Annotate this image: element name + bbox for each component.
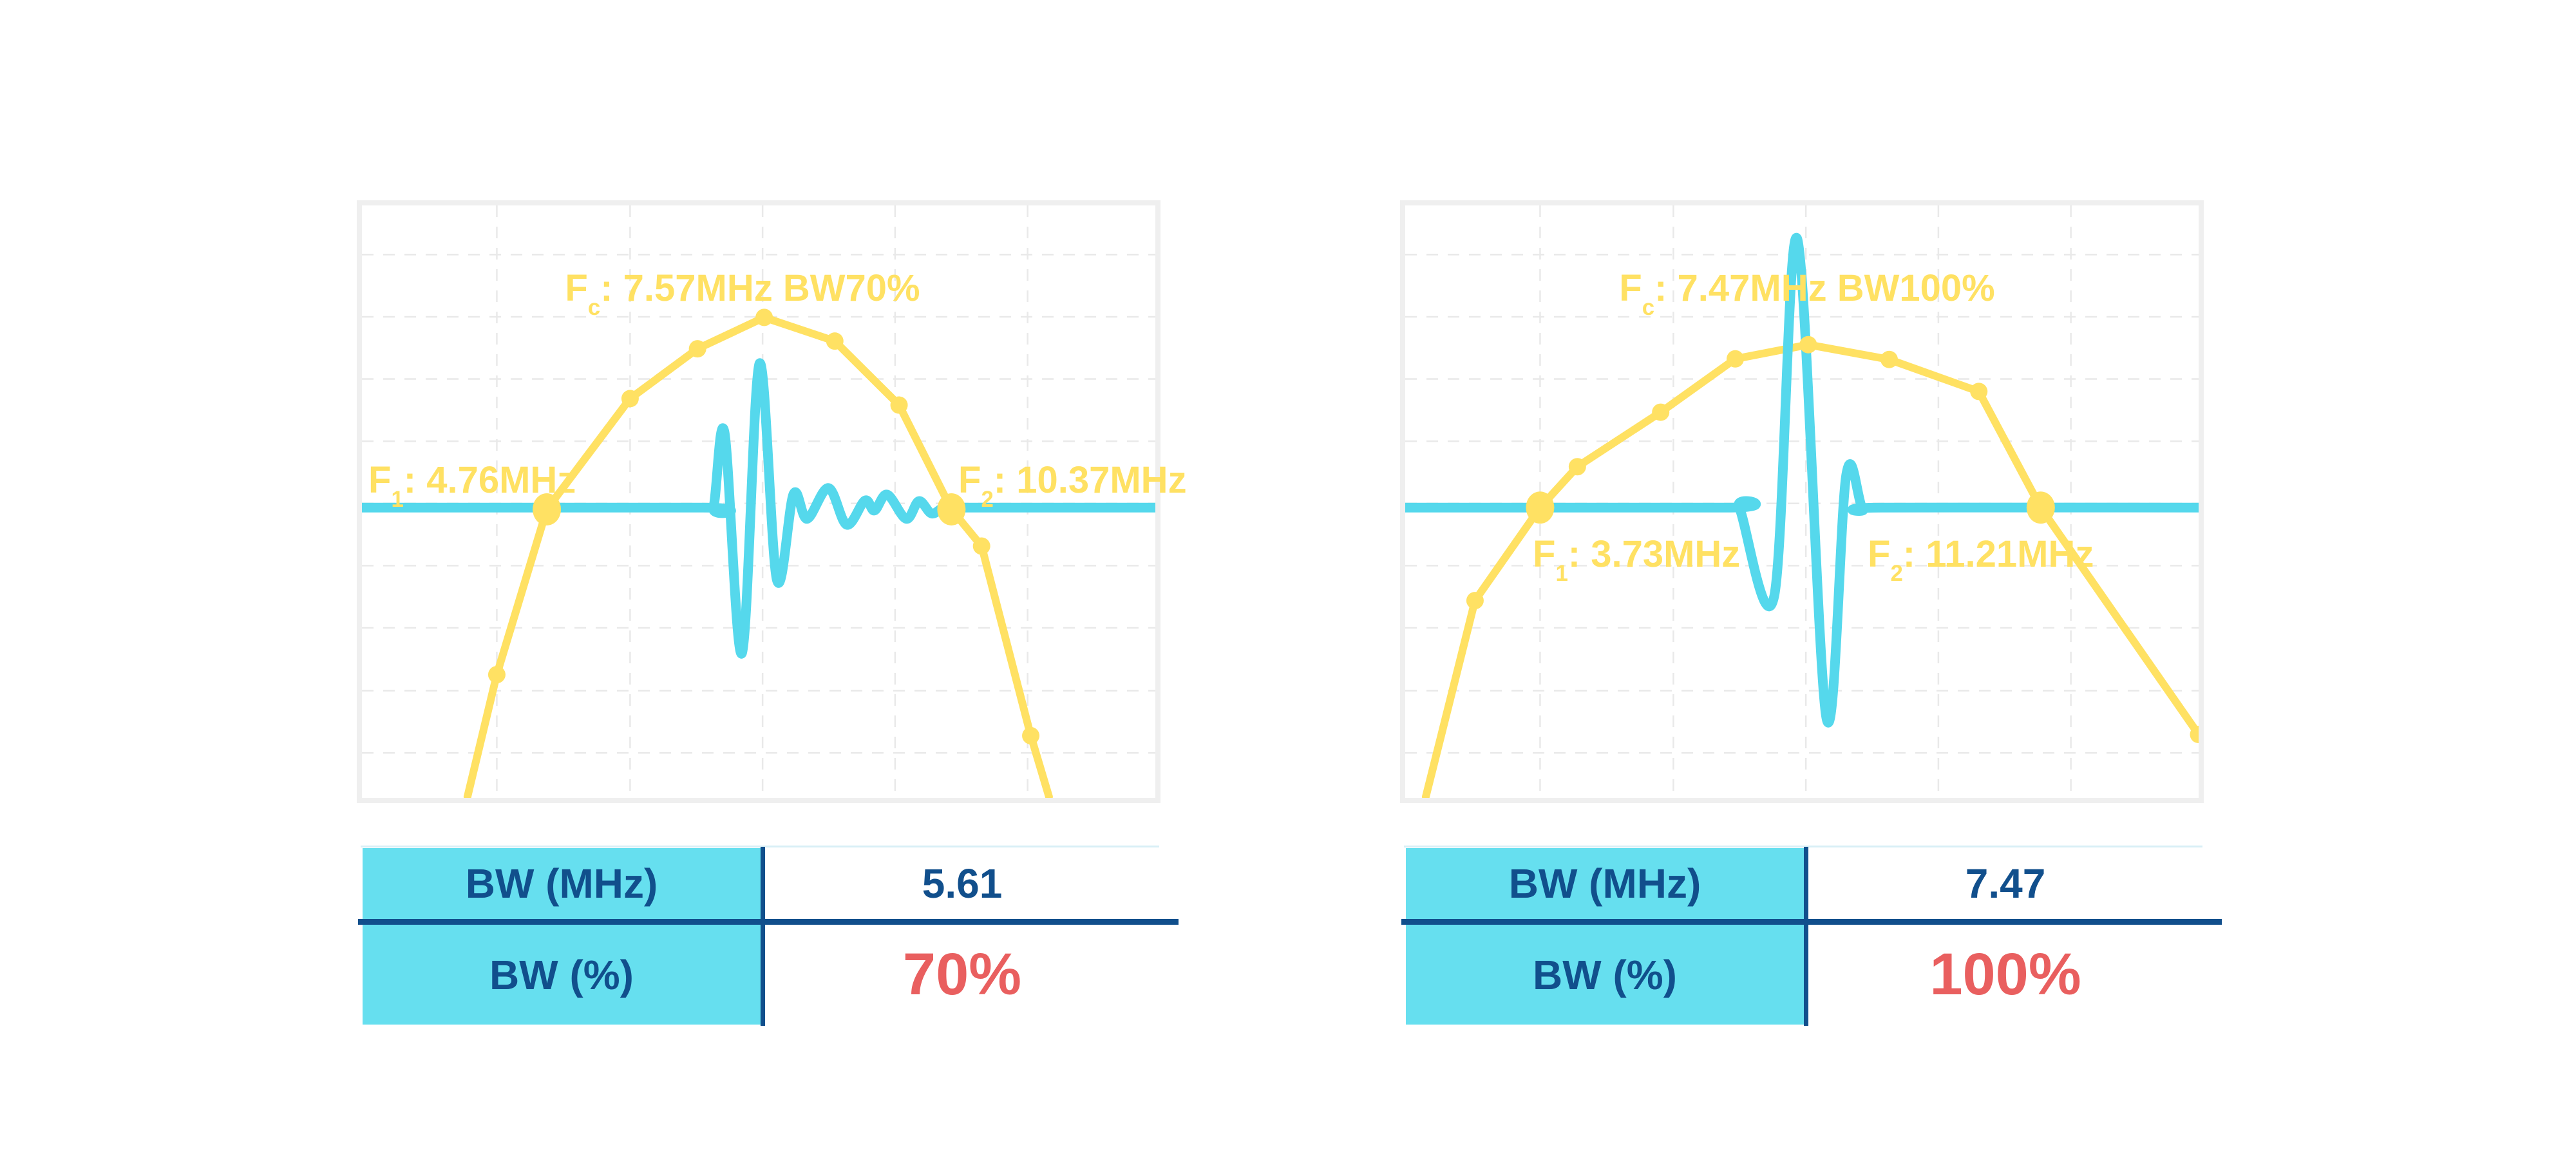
table-label-column <box>1406 848 1804 1025</box>
fc-symbol: F <box>1619 267 1642 309</box>
table-column-divider <box>761 847 765 1026</box>
bandwidth-table-left: BW (MHz) 5.61 BW (%) 70% <box>358 846 1179 1026</box>
bw-pct-value: 100% <box>1929 941 2081 1007</box>
table-top-rule <box>361 846 1159 847</box>
bandwidth-table-right: BW (MHz) 7.47 BW (%) 100% <box>1401 846 2222 1026</box>
table-label-column <box>363 848 761 1025</box>
bw-mhz-value: 7.47 <box>1965 860 2046 907</box>
f2-frequency-label: F2: 10.37MHz <box>958 459 1187 511</box>
spectrum-plot-right <box>1405 205 2199 798</box>
f2-frequency-label: F2: 11.21MHz <box>1868 533 2094 585</box>
f2-symbol: F <box>1868 533 1891 575</box>
bw-mhz-label: BW (MHz) <box>1508 860 1701 907</box>
f1-subscript: 1 <box>1555 561 1568 587</box>
center-frequency-label: Fc: 7.47MHz BW100% <box>1619 267 1995 319</box>
fc-value: : 7.57MHz BW70% <box>600 267 920 309</box>
center-frequency-label: Fc: 7.57MHz BW70% <box>565 267 920 319</box>
f2-subscript: 2 <box>981 487 994 513</box>
spectrum-chart-right: Fc: 7.47MHz BW100% F1: 3.73MHz F2: 11.21… <box>1400 200 2204 803</box>
f1-frequency-label: F1: 4.76MHz <box>368 459 576 511</box>
spectrum-chart-left: Fc: 7.57MHz BW70% F1: 4.76MHz F2: 10.37M… <box>357 200 1187 803</box>
f1-subscript: 1 <box>391 487 404 513</box>
table-top-rule <box>1404 846 2202 847</box>
bw-pct-value: 70% <box>902 941 1022 1007</box>
fc-subscript: c <box>1642 295 1655 321</box>
bw-pct-label: BW (%) <box>1533 951 1677 998</box>
f2-subscript: 2 <box>1890 561 1903 587</box>
f1-value: : 3.73MHz <box>1567 533 1741 575</box>
fc-subscript: c <box>587 295 601 321</box>
fc-symbol: F <box>565 267 588 309</box>
bw-pct-label: BW (%) <box>489 951 634 998</box>
table-row-divider <box>358 919 1179 925</box>
bw-mhz-value: 5.61 <box>922 860 1003 907</box>
f1-frequency-label: F1: 3.73MHz <box>1533 533 1741 585</box>
f1-value: : 4.76MHz <box>403 459 576 501</box>
f2-symbol: F <box>958 459 981 501</box>
bw-mhz-label: BW (MHz) <box>465 860 658 907</box>
f1-symbol: F <box>368 459 392 501</box>
spectrum-plot-left <box>362 205 1155 798</box>
fc-value: : 7.47MHz BW100% <box>1654 267 1995 309</box>
f2-value: : 10.37MHz <box>993 459 1187 501</box>
table-row-divider <box>1401 919 2222 925</box>
table-column-divider <box>1804 847 1808 1026</box>
f2-value: : 11.21MHz <box>1902 533 2094 575</box>
f1-symbol: F <box>1533 533 1556 575</box>
